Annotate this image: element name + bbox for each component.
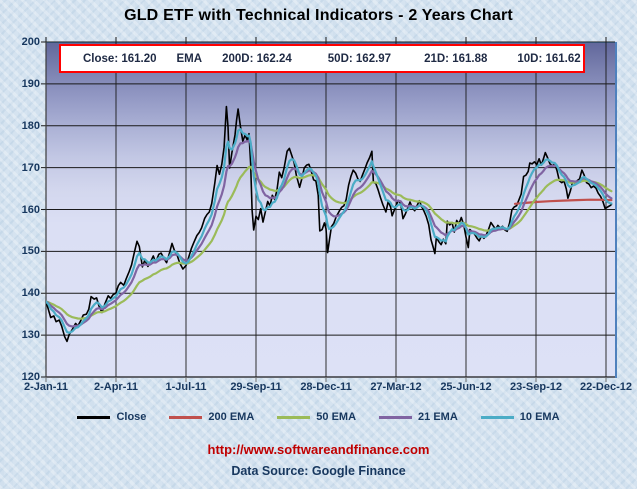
x-axis-label-22-Dec-12: 22-Dec-12 [580,381,632,393]
legend-swatch-close [77,415,111,419]
series-line-10-ema [46,128,613,334]
y-axis-label-200: 200 [21,36,40,48]
legend-swatch-21-ema [379,415,413,419]
legend-label-21-ema: 21 EMA [418,411,458,423]
x-axis-label-2-Apr-11: 2-Apr-11 [93,381,139,393]
legend-swatch-50-ema [277,415,311,419]
y-axis-label-150: 150 [21,245,40,258]
website-link[interactable]: http://www.softwareandfinance.com [207,442,430,457]
x-axis-label-27-Mar-12: 27-Mar-12 [370,381,422,393]
x-axis-label-28-Dec-11: 28-Dec-11 [300,381,352,393]
legend-item-close: Close [77,411,146,423]
y-axis-label-170: 170 [21,161,40,174]
x-axis-label-1-Jul-11: 1-Jul-11 [165,381,207,393]
legend-label-10-ema: 10 EMA [519,411,560,423]
info-ema10-value: 10D: 161.62 [517,52,581,65]
chart-title: GLD ETF with Technical Indicators - 2 Ye… [124,7,513,24]
series-line-close [46,105,613,343]
legend-item-50-ema: 50 EMA [277,411,356,423]
series-line-21-ema [46,139,613,328]
x-axis-label-2-Jan-11: 2-Jan-11 [23,381,69,393]
legend-swatch-200-ema [169,415,203,419]
y-axis-label-130: 130 [21,329,40,342]
info-ema-label: EMA [176,52,203,65]
legend-item-10-ema: 10 EMA [480,411,560,423]
legend-swatch-10-ema [480,415,514,419]
x-axis-label-29-Sep-11: 29-Sep-11 [230,381,282,393]
indicator-info-box: Close: 161.20 EMA 200D: 162.24 50D: 162.… [59,44,585,73]
info-ema50-value: 50D: 162.97 [327,52,392,65]
y-axis-label-140: 140 [21,287,40,300]
series-line-200-ema [513,198,613,205]
chart-legend: Close 200 EMA 50 EMA 21 EMA 10 EMA [0,411,637,423]
y-axis-label-160: 160 [21,203,40,216]
y-axis-label-180: 180 [21,119,40,132]
x-axis-label-25-Jun-12: 25-Jun-12 [440,381,492,393]
series-line-50-ema [46,165,613,320]
legend-item-21-ema: 21 EMA [379,411,458,423]
legend-label-50-ema: 50 EMA [316,411,357,423]
info-close-value: Close: 161.20 [83,52,157,65]
data-source-label: Data Source: Google Finance [231,464,406,478]
legend-label-close: Close [116,411,147,423]
y-axis-label-120: 120 [21,371,40,383]
y-axis-label-190: 190 [21,77,40,90]
legend-label-200-ema: 200 EMA [208,411,255,423]
legend-item-200-ema: 200 EMA [169,411,254,423]
info-ema200-value: 200D: 162.24 [222,52,292,65]
info-ema21-value: 21D: 161.88 [424,52,488,65]
x-axis-label-23-Sep-12: 23-Sep-12 [510,381,562,393]
